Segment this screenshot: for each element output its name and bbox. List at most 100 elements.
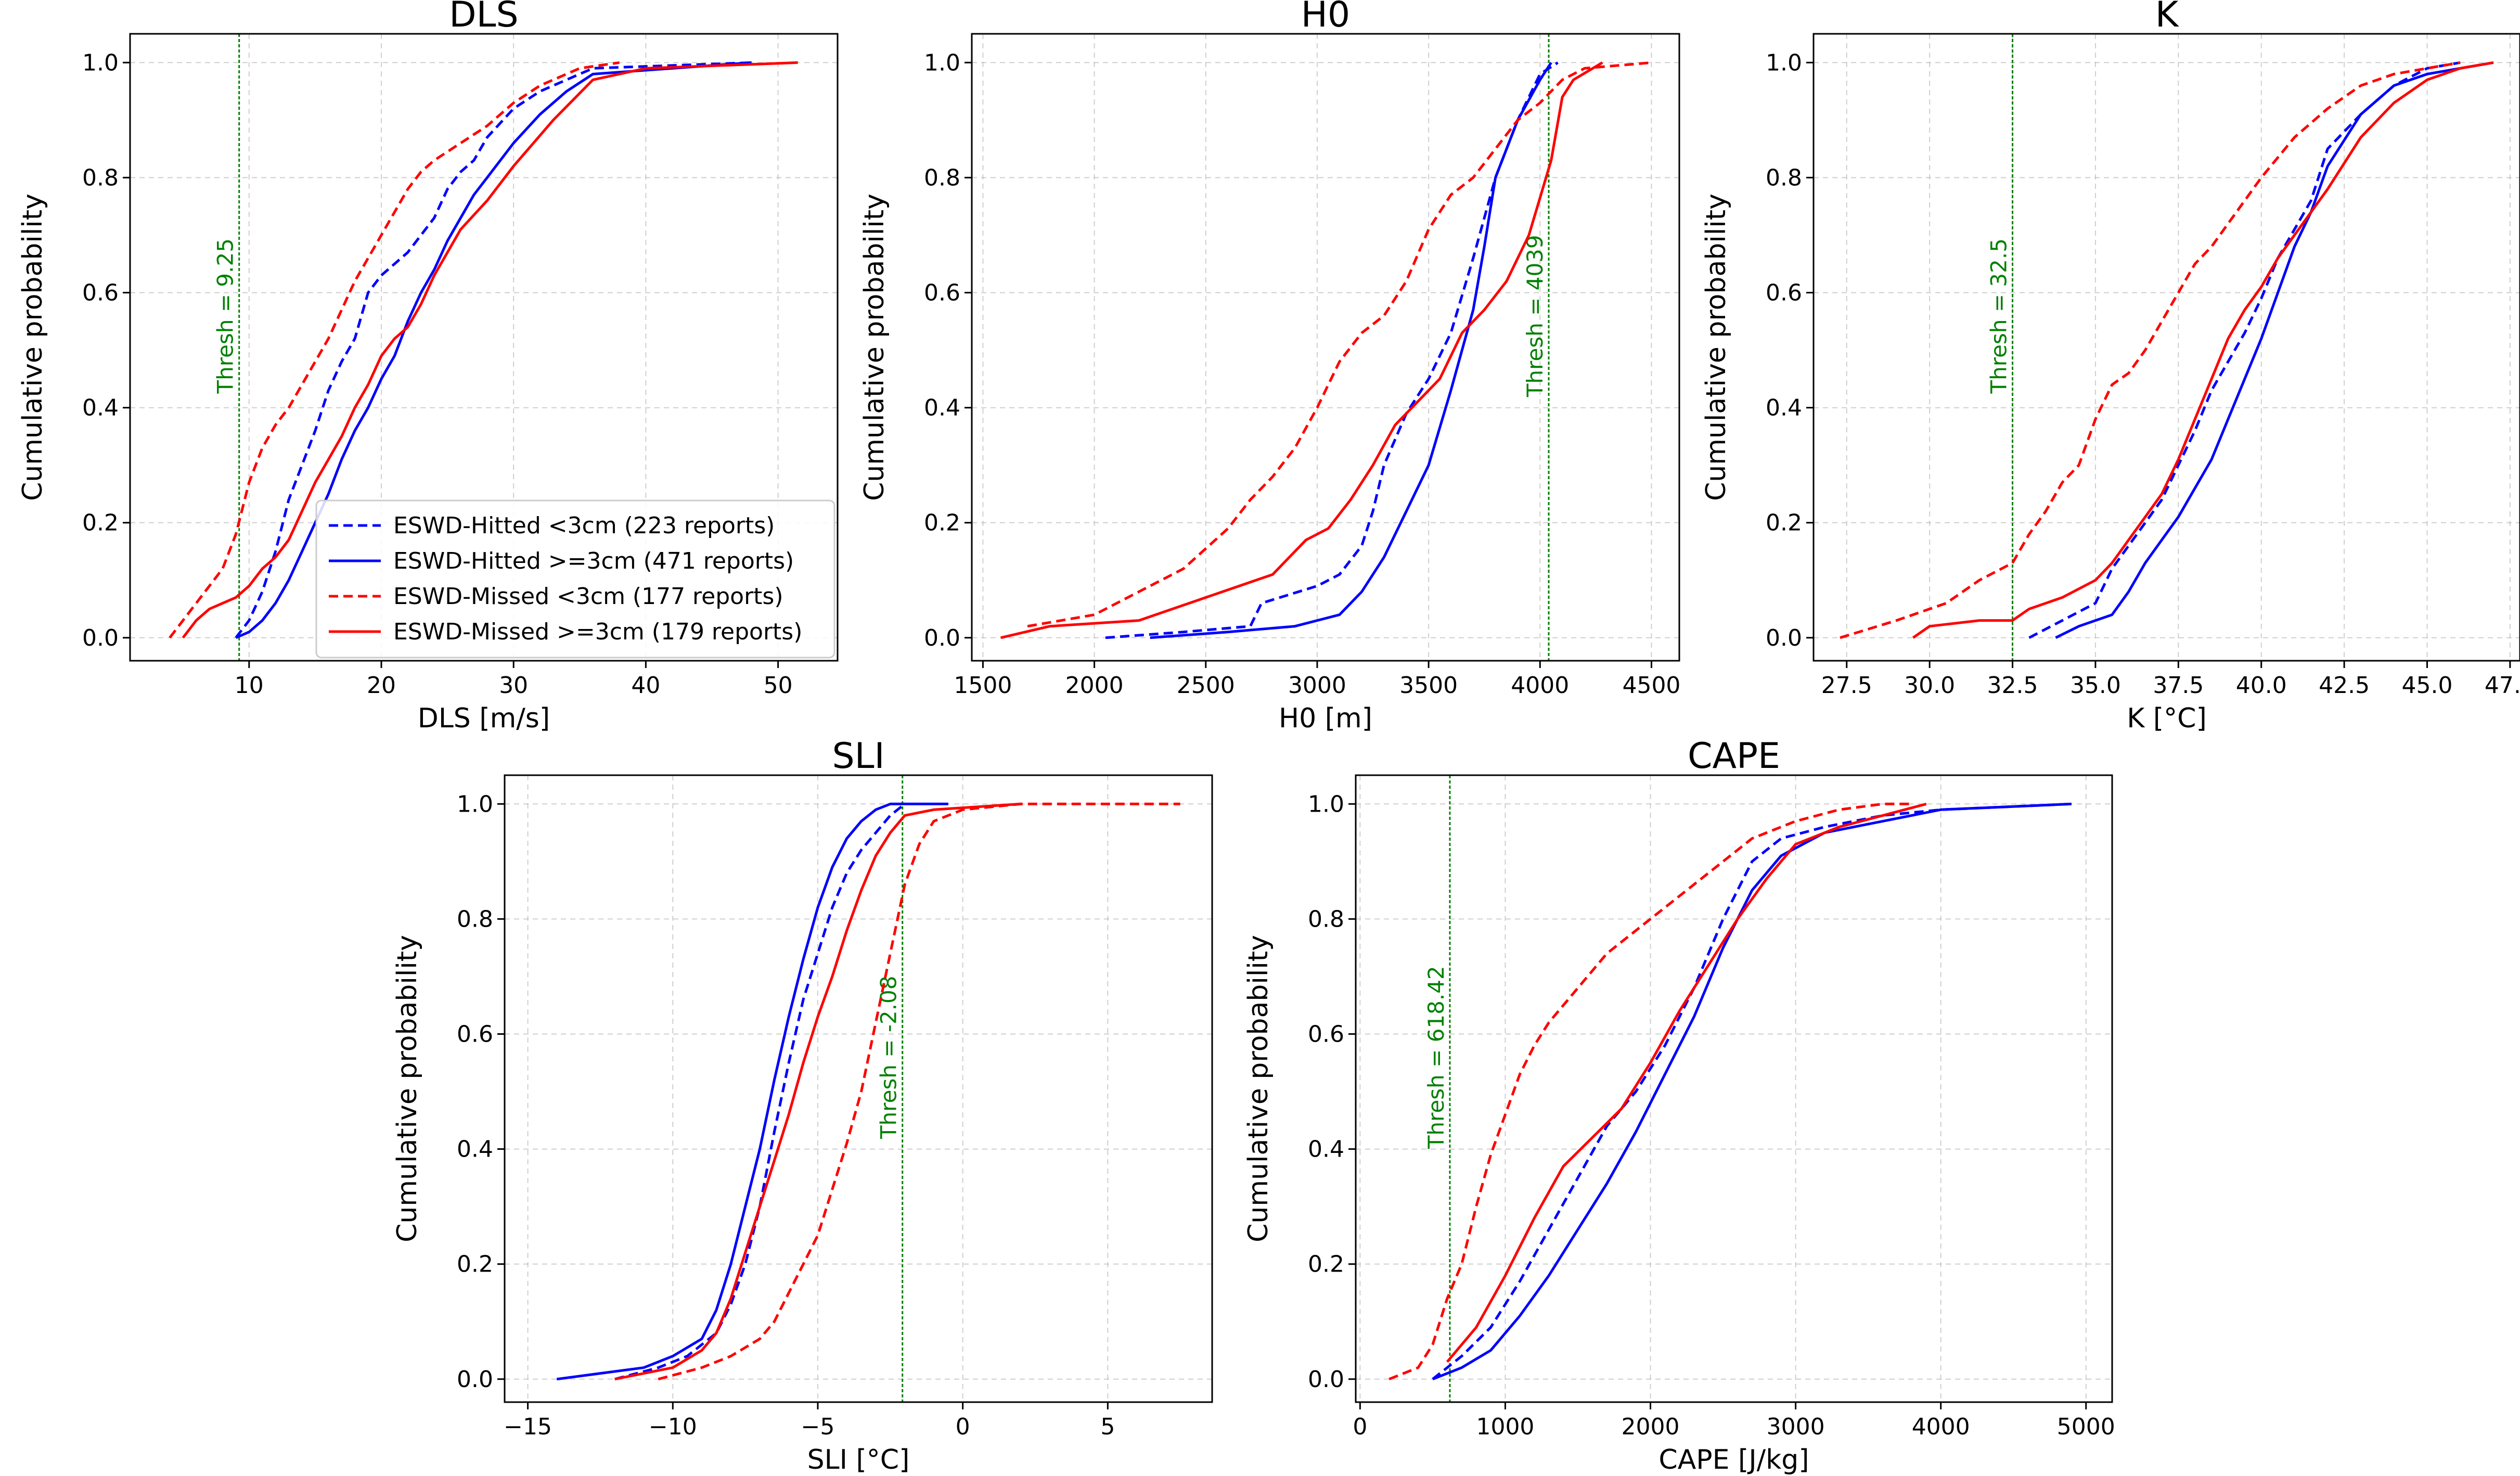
sli-xtick-label-0: −15	[504, 1414, 552, 1440]
dls-xtick-label-3: 40	[631, 672, 660, 699]
dls-ytick-label-4: 0.8	[82, 164, 119, 191]
cape-xtick-label-0: 0	[1353, 1414, 1367, 1440]
h0-xlabel: H0 [m]	[1279, 703, 1372, 734]
sli-series-eswd-missed-3cm-177-reports	[658, 802, 1180, 1381]
h0-ytick-label-2: 0.4	[924, 395, 960, 421]
dls-axes-frame	[129, 33, 839, 662]
h0-xtick-label-6: 4500	[1622, 672, 1680, 699]
sli-series-eswd-missed-3cm-179-reports	[614, 802, 1021, 1381]
k-xtick-label-5: 40.0	[2236, 672, 2287, 699]
dls-xtick-label-1: 20	[367, 672, 396, 699]
cape-axes-frame	[1355, 774, 2113, 1403]
sli-xtick-label-4: 5	[1100, 1414, 1115, 1440]
h0-series-eswd-hitted-3cm-471-reports	[1150, 61, 1552, 639]
sli-xtick-label-2: −5	[801, 1414, 835, 1440]
h0-panel: Thresh = 4039 1500 2000 2500 3000 3500 4000 450…	[859, 0, 1680, 734]
dls-series-eswd-hitted-3cm-223-reports	[235, 61, 752, 639]
k-ytick-label-2: 0.4	[1766, 395, 1802, 421]
h0-ytick-label-1: 0.2	[924, 510, 960, 536]
k-xlabel: K [°C]	[2127, 703, 2207, 734]
cape-ytick-label-5: 1.0	[1308, 791, 1344, 817]
h0-title: H0	[1301, 0, 1350, 35]
sli-ylabel: Cumulative probability	[392, 935, 423, 1242]
sli-axes-frame	[504, 774, 1213, 1403]
dls-xtick-label-2: 30	[499, 672, 528, 699]
sli-title: SLI	[832, 736, 884, 777]
cape-ylabel: Cumulative probability	[1243, 935, 1274, 1242]
sli-ytick-label-3: 0.6	[457, 1021, 493, 1047]
dls-xtick-label-4: 50	[764, 672, 793, 699]
sli-ytick-label-4: 0.8	[457, 906, 493, 932]
dls-ytick-label-1: 0.2	[82, 510, 119, 536]
h0-ytick-label-0: 0.0	[924, 625, 960, 651]
legend-frame	[315, 499, 835, 659]
legend-label-eswd-hitted-3cm-223-reports: ESWD-Hitted <3cm (223 reports)	[393, 512, 775, 539]
k-ytick-label-3: 0.6	[1766, 279, 1802, 306]
k-xtick-label-0: 27.5	[1821, 672, 1872, 699]
cape-series-eswd-hitted-3cm-223-reports	[1432, 802, 2072, 1380]
cape-threshold-label: Thresh = 618.42	[1423, 966, 1449, 1149]
k-ytick-label-4: 0.8	[1766, 164, 1802, 191]
h0-ytick-label-4: 0.8	[924, 164, 960, 191]
k-series-eswd-hitted-3cm-471-reports	[2055, 61, 2494, 639]
h0-xtick-label-2: 2500	[1177, 672, 1235, 699]
k-ytick-label-0: 0.0	[1766, 625, 1802, 651]
sli-ytick-label-1: 0.2	[457, 1251, 493, 1278]
k-panel: Thresh = 32.5 27.5 30.0 32.5 35.0 37.5 40.0 42.…	[1701, 0, 2520, 734]
dls-ytick-label-5: 1.0	[82, 49, 119, 76]
cape-xtick-label-3: 3000	[1767, 1414, 1825, 1440]
cape-ytick-label-2: 0.4	[1308, 1136, 1344, 1163]
h0-xtick-label-0: 1500	[954, 672, 1012, 699]
cape-title: CAPE	[1688, 736, 1780, 777]
dls-xlabel: DLS [m/s]	[418, 703, 550, 734]
h0-series-eswd-missed-3cm-177-reports	[1027, 61, 1652, 628]
k-ytick-label-1: 0.2	[1766, 510, 1802, 536]
k-xtick-label-6: 42.5	[2319, 672, 2370, 699]
cape-xtick-label-2: 2000	[1622, 1414, 1680, 1440]
dls-series-eswd-missed-3cm-177-reports	[169, 61, 620, 639]
k-series-eswd-missed-3cm-179-reports	[1912, 61, 2494, 639]
k-series-eswd-hitted-3cm-223-reports	[2028, 61, 2461, 639]
sli-ytick-label-0: 0.0	[457, 1366, 493, 1393]
dls-xtick-label-0: 10	[235, 672, 264, 699]
k-axes-frame	[1812, 33, 2520, 662]
dls-panel: Thresh = 9.25 10 20 30 40 50 0.0 0.2 0.4 0.6 0.8 1.…	[17, 0, 839, 734]
sli-xtick-label-1: −10	[649, 1414, 697, 1440]
legend-label-eswd-missed-3cm-179-reports: ESWD-Missed >=3cm (179 reports)	[393, 619, 802, 645]
sli-series-eswd-hitted-3cm-223-reports	[614, 803, 906, 1381]
cape-ytick-label-3: 0.6	[1308, 1021, 1344, 1047]
k-ylabel: Cumulative probability	[1701, 194, 1732, 501]
legend-label-eswd-missed-3cm-177-reports: ESWD-Missed <3cm (177 reports)	[393, 583, 783, 610]
k-title: K	[2155, 0, 2180, 35]
h0-xtick-label-1: 2000	[1065, 672, 1124, 699]
sli-ytick-label-5: 1.0	[457, 791, 493, 817]
k-xtick-label-2: 32.5	[1987, 672, 2038, 699]
cape-ytick-label-4: 0.8	[1308, 906, 1344, 932]
h0-series-eswd-missed-3cm-179-reports	[1000, 61, 1603, 639]
cape-series-eswd-missed-3cm-177-reports	[1388, 802, 1912, 1381]
sli-xtick-label-3: 0	[956, 1414, 970, 1440]
k-xtick-label-4: 37.5	[2153, 672, 2204, 699]
h0-ylabel: Cumulative probability	[859, 194, 890, 501]
legend-label-eswd-hitted-3cm-471-reports: ESWD-Hitted >=3cm (471 reports)	[393, 548, 794, 574]
dls-ytick-label-2: 0.4	[82, 395, 119, 421]
dls-series-eswd-hitted-3cm-471-reports	[235, 61, 752, 639]
k-xtick-label-8: 47.5	[2485, 672, 2520, 699]
h0-xtick-label-5: 4000	[1511, 672, 1569, 699]
sli-xlabel: SLI [°C]	[807, 1444, 910, 1475]
dls-ylabel: Cumulative probability	[17, 194, 48, 501]
dls-title: DLS	[449, 0, 518, 35]
k-series-eswd-missed-3cm-177-reports	[1840, 61, 2461, 639]
k-xtick-label-1: 30.0	[1904, 672, 1955, 699]
h0-ytick-label-3: 0.6	[924, 279, 960, 306]
k-xtick-label-3: 35.0	[2070, 672, 2121, 699]
dls-series-eswd-missed-3cm-179-reports	[182, 61, 798, 639]
k-ytick-label-5: 1.0	[1766, 49, 1802, 76]
dls-threshold-label: Thresh = 9.25	[213, 238, 238, 394]
cape-ytick-label-0: 0.0	[1308, 1366, 1344, 1393]
cape-ytick-label-1: 0.2	[1308, 1251, 1344, 1278]
cape-series-eswd-hitted-3cm-471-reports	[1432, 802, 2072, 1381]
cape-panel: Thresh = 618.42 0 1000 2000 3000 4000 5000 0.0 0…	[1243, 736, 2115, 1475]
sli-panel: Thresh = -2.08−15 −10 −5 0 50.00.20.40.60.81…	[392, 736, 1213, 1475]
